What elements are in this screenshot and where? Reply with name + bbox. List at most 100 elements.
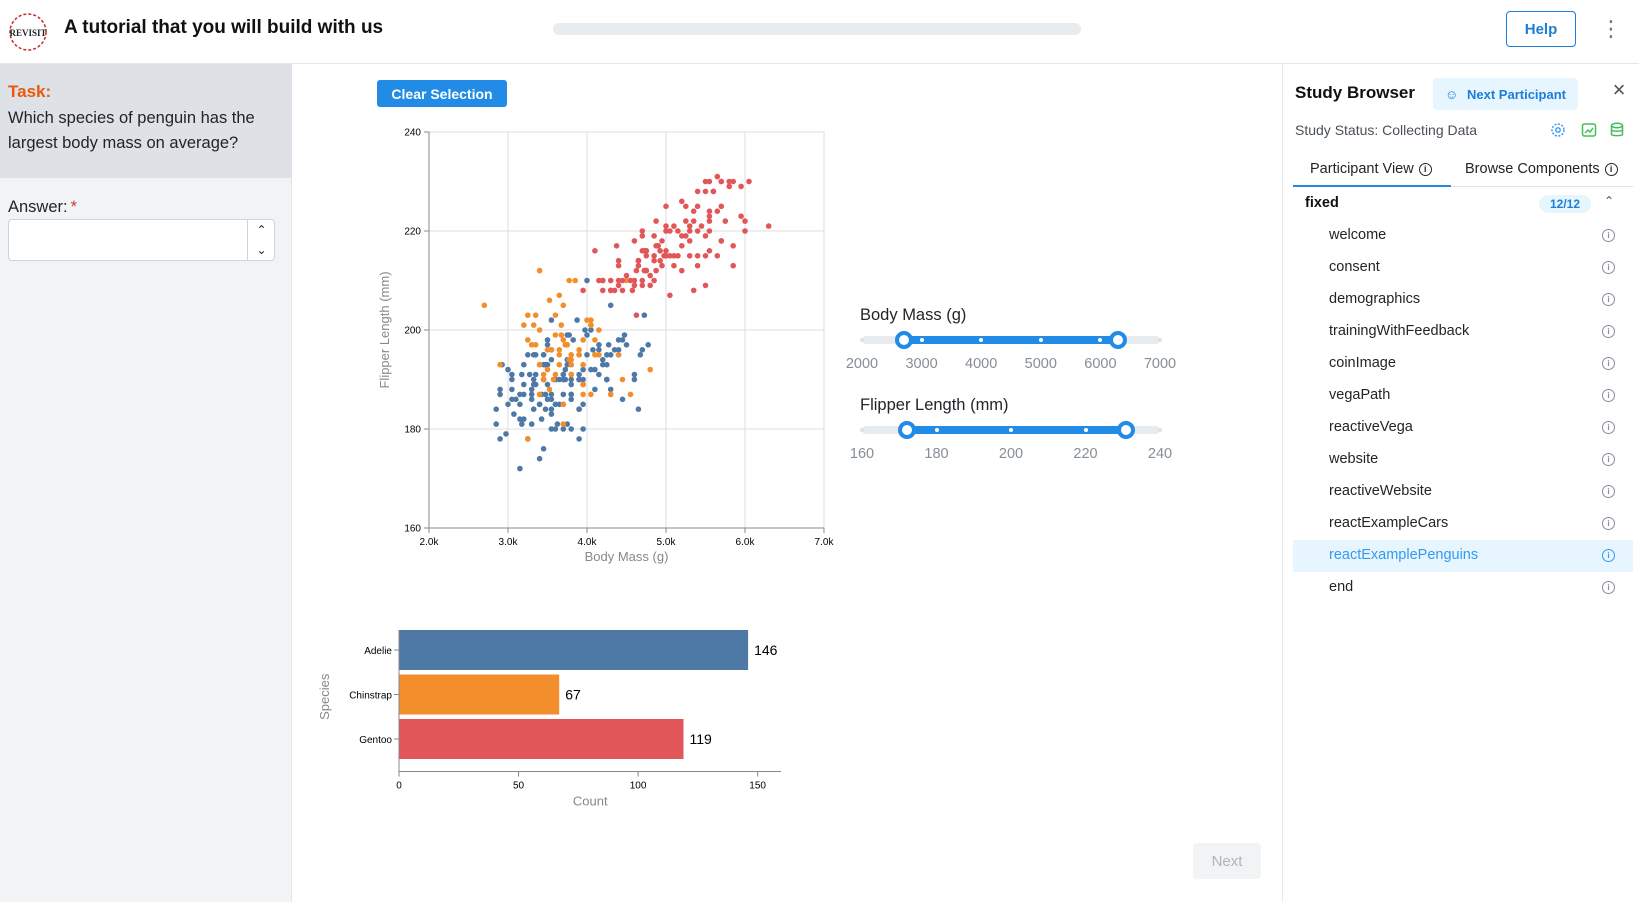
component-item-trainingWithFeedback[interactable]: trainingWithFeedback i	[1293, 316, 1633, 348]
slider-min-thumb[interactable]	[894, 331, 913, 349]
info-icon[interactable]: i	[1602, 293, 1615, 306]
component-item-reactExampleCars[interactable]: reactExampleCars i	[1293, 508, 1633, 540]
clear-selection-button[interactable]: Clear Selection	[377, 80, 507, 107]
info-icon[interactable]: i	[1602, 357, 1615, 370]
x-tick-label: 4.0k	[578, 537, 598, 548]
database-icon[interactable]	[1608, 121, 1626, 139]
scatter-point	[568, 371, 574, 378]
bar-gentoo[interactable]	[399, 719, 684, 759]
scatter-point	[528, 386, 535, 393]
scatter-point	[607, 287, 614, 294]
scatter-point	[659, 238, 665, 244]
component-item-reactiveVega[interactable]: reactiveVega i	[1293, 412, 1633, 444]
info-icon[interactable]: i	[1602, 517, 1615, 530]
scatter-point	[679, 243, 685, 249]
scatter-point	[592, 352, 598, 358]
species-bar-chart: Adelie 146 Chinstrap 67 Gentoo 119 0 50 100 150 Co…	[317, 630, 781, 809]
chevron-up-icon[interactable]: ⌃	[1603, 194, 1615, 208]
slider-max-thumb[interactable]	[1109, 331, 1128, 349]
sequence-group-header[interactable]: fixed 12/12 ⌃	[1293, 188, 1633, 220]
scatter-point	[532, 312, 539, 318]
scatter-point	[653, 267, 659, 274]
more-menu-icon[interactable]: ⋮	[1600, 16, 1622, 41]
scatter-point	[615, 257, 622, 264]
scatter-point	[686, 228, 693, 234]
scatter-point	[607, 386, 614, 393]
info-icon[interactable]: i	[1602, 325, 1615, 338]
scatter-point	[627, 277, 634, 284]
component-item-vegaPath[interactable]: vegaPath i	[1293, 380, 1633, 412]
chevron-down-icon[interactable]: ⌄	[256, 243, 267, 257]
scatter-point	[521, 381, 527, 388]
component-item-welcome[interactable]: welcome i	[1293, 220, 1633, 252]
info-icon[interactable]: i	[1602, 261, 1615, 274]
component-item-label: demographics	[1329, 291, 1421, 307]
slider-max-thumb[interactable]	[1117, 421, 1136, 439]
chevron-up-icon[interactable]: ⌃	[256, 223, 267, 237]
bar-adelie[interactable]	[399, 630, 749, 670]
scatter-point	[663, 223, 669, 229]
info-icon[interactable]: i	[1602, 485, 1615, 498]
scatter-point	[560, 302, 567, 309]
scatter-point	[746, 178, 752, 185]
scatter-point	[738, 183, 744, 190]
scatter-point	[637, 352, 644, 358]
component-item-website[interactable]: website i	[1293, 444, 1633, 476]
info-icon[interactable]: i	[1602, 549, 1615, 562]
scatter-point	[544, 347, 551, 353]
slider-track[interactable]	[860, 421, 1162, 439]
scatter-point	[497, 391, 503, 398]
tab-browse-components[interactable]: Browse Components i	[1465, 156, 1633, 187]
y-axis-title: Species	[317, 673, 332, 720]
slider-min-thumb[interactable]	[897, 421, 916, 439]
scatter-point	[639, 228, 646, 234]
study-browser-title: Study Browser	[1295, 83, 1415, 102]
analytics-icon[interactable]	[1580, 121, 1598, 139]
scatter-point	[481, 302, 488, 309]
slider-track[interactable]	[860, 331, 1162, 349]
component-item-end[interactable]: end i	[1293, 572, 1633, 604]
scatter-point	[509, 396, 515, 403]
scatter-point	[580, 366, 586, 373]
help-button[interactable]: Help	[1506, 11, 1576, 47]
next-button[interactable]: Next	[1193, 843, 1261, 879]
scatter-point	[570, 337, 576, 343]
scatter-point	[566, 332, 572, 338]
x-tick-label: 3.0k	[499, 537, 519, 548]
scatter-point	[568, 356, 574, 363]
component-item-reactiveWebsite[interactable]: reactiveWebsite i	[1293, 476, 1633, 508]
scatter-point	[584, 317, 590, 323]
component-item-label: reactExamplePenguins	[1329, 547, 1479, 563]
component-item-reactExamplePenguins[interactable]: reactExamplePenguins i	[1293, 540, 1633, 572]
scatter-point	[580, 426, 586, 432]
scatter-point	[552, 332, 559, 338]
scatter-point	[505, 401, 511, 408]
component-item-demographics[interactable]: demographics i	[1293, 284, 1633, 316]
answer-input[interactable]	[9, 220, 247, 260]
scatter-point	[718, 178, 725, 185]
bar-chinstrap[interactable]	[399, 674, 560, 715]
component-item-consent[interactable]: consent i	[1293, 252, 1633, 284]
scatter-plot[interactable]: 2.0k 3.0k 4.0k 5.0k 6.0k 7.0k 160 180 200 220 240 B…	[340, 120, 840, 595]
scatter-point	[623, 342, 630, 348]
next-participant-button[interactable]: ☺ Next Participant	[1433, 78, 1578, 110]
tab-participant-view[interactable]: Participant View i	[1293, 156, 1451, 187]
scatter-point	[592, 248, 598, 254]
info-icon[interactable]: i	[1602, 421, 1615, 434]
slider-tick-label: 5000	[1024, 356, 1057, 372]
info-icon[interactable]: i	[1602, 453, 1615, 466]
close-icon[interactable]: ×	[1612, 77, 1626, 102]
scatter-point	[706, 218, 713, 224]
revisit-logo: REVISIT	[9, 13, 47, 51]
settings-icon[interactable]	[1549, 121, 1567, 139]
info-icon[interactable]: i	[1602, 389, 1615, 402]
scatter-point	[647, 366, 653, 373]
scatter-point	[530, 381, 537, 388]
scatter-point	[671, 262, 677, 269]
bar-value-label: 146	[754, 642, 778, 658]
info-icon[interactable]: i	[1602, 229, 1615, 242]
component-item-coinImage[interactable]: coinImage i	[1293, 348, 1633, 380]
category-label: Adelie	[364, 646, 392, 657]
scatter-point	[536, 267, 543, 274]
info-icon[interactable]: i	[1602, 581, 1615, 594]
